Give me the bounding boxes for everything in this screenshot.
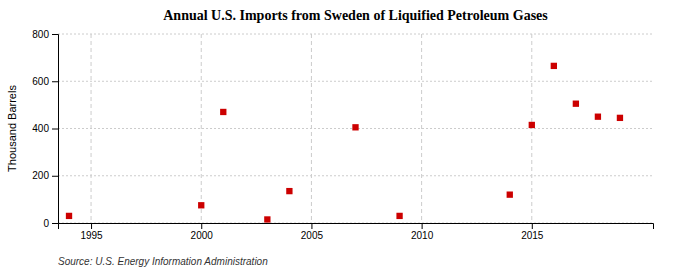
title: Annual U.S. Imports from Sweden of Liqui…	[163, 8, 548, 23]
x-tick-mark	[311, 223, 312, 229]
point	[507, 191, 513, 197]
y-tick: 400	[32, 123, 58, 134]
point	[66, 213, 72, 219]
x-tick-mark	[422, 223, 423, 229]
x-axis: 1995 2000 2005 2010 2015	[59, 223, 654, 241]
x-grid-line	[421, 34, 422, 223]
x-tick-label: 2005	[301, 230, 324, 241]
y-grid-line	[58, 81, 653, 82]
x-tick: 2000	[191, 223, 214, 241]
x-tick-mark	[91, 223, 92, 229]
point	[220, 109, 226, 115]
point	[396, 213, 402, 219]
y-grid-line	[58, 34, 653, 35]
point	[551, 63, 557, 69]
y-tick-label: 600	[32, 76, 49, 87]
y-tick: 800	[32, 29, 58, 40]
source-annotation: Source: U.S. Energy Information Administ…	[58, 256, 268, 267]
x-tick-label: 2015	[521, 230, 544, 241]
point	[286, 188, 292, 194]
point	[595, 114, 601, 120]
points	[66, 63, 623, 223]
y-axis-line	[52, 35, 59, 224]
x-grid-line	[201, 34, 202, 223]
point	[264, 216, 270, 222]
point	[573, 101, 579, 107]
x-tick: 2015	[521, 223, 544, 241]
x-tick-label: 1995	[80, 230, 103, 241]
x-tick-mark	[532, 223, 533, 229]
y-tick-mark	[52, 34, 58, 35]
y-tick: 200	[32, 170, 58, 181]
x-tick: 2010	[411, 223, 434, 241]
point	[352, 124, 358, 130]
point	[529, 122, 535, 128]
y-grid-line	[58, 175, 653, 176]
y-tick-label: 0	[43, 218, 49, 229]
y-tick-mark	[52, 223, 58, 224]
point	[198, 202, 204, 208]
y-tick-label: 800	[32, 29, 49, 40]
y-tick: 0	[43, 218, 58, 229]
y-tick-label: 400	[32, 123, 49, 134]
y-tick-label: 200	[32, 170, 49, 181]
y-axis: 0 200 400 600 800	[32, 29, 58, 229]
plot-area: 1995 2000 2005 2010 2015 0 200 400 600 800	[32, 29, 653, 241]
chart-svg: 1995 2000 2005 2010 2015 0 200 400 600 800 Annual …	[0, 0, 675, 275]
x-tick-label: 2010	[411, 230, 434, 241]
x-tick-label: 2000	[191, 230, 214, 241]
x-axis-line	[59, 224, 654, 230]
y-tick-mark	[52, 176, 58, 177]
y-tick-mark	[52, 81, 58, 82]
chart-container: 1995 2000 2005 2010 2015 0 200 400 600 800 Annual …	[0, 0, 675, 275]
grid	[58, 34, 653, 223]
point	[617, 115, 623, 121]
x-tick-mark	[201, 223, 202, 229]
y-axis-title: Thousand Barrels	[6, 85, 18, 172]
y-tick: 600	[32, 76, 58, 87]
y-tick-mark	[52, 129, 58, 130]
x-tick: 2005	[301, 223, 324, 241]
x-tick: 1995	[80, 223, 103, 241]
